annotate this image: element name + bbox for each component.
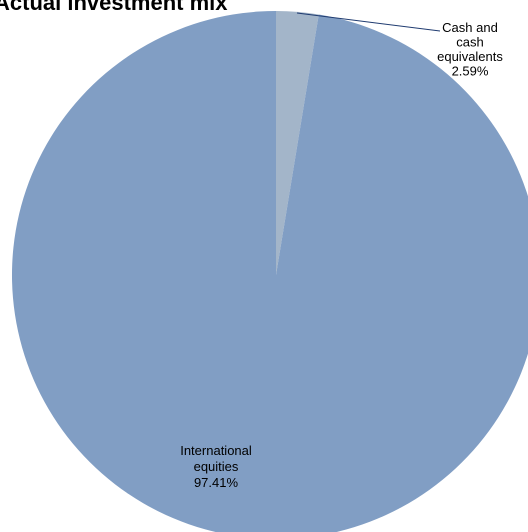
labels-layer: Cash and cash equivalents 2.59% Internationa… (180, 12, 503, 490)
data-label-line: equivalents (437, 49, 503, 64)
data-label-line: 2.59% (452, 64, 489, 79)
data-label-line: equities (194, 459, 239, 474)
data-label-international-equities: International equities 97.41% (180, 443, 252, 490)
data-label-cash-and-cash-equivalents: Cash and cash equivalents 2.59% (437, 20, 503, 79)
data-label-line: International (180, 443, 252, 458)
data-label-line: 97.41% (194, 475, 239, 490)
chart-title: Actual investment mix (0, 0, 228, 15)
slices-layer (11, 11, 528, 532)
data-label-line: cash (456, 35, 483, 50)
pie-slice-international-equities (11, 11, 528, 532)
pie-slice-cash-and-cash-equivalents (276, 11, 319, 275)
leader-line-cash-and-cash-equivalents (296, 12, 441, 32)
data-label-line: Cash and (442, 20, 498, 35)
